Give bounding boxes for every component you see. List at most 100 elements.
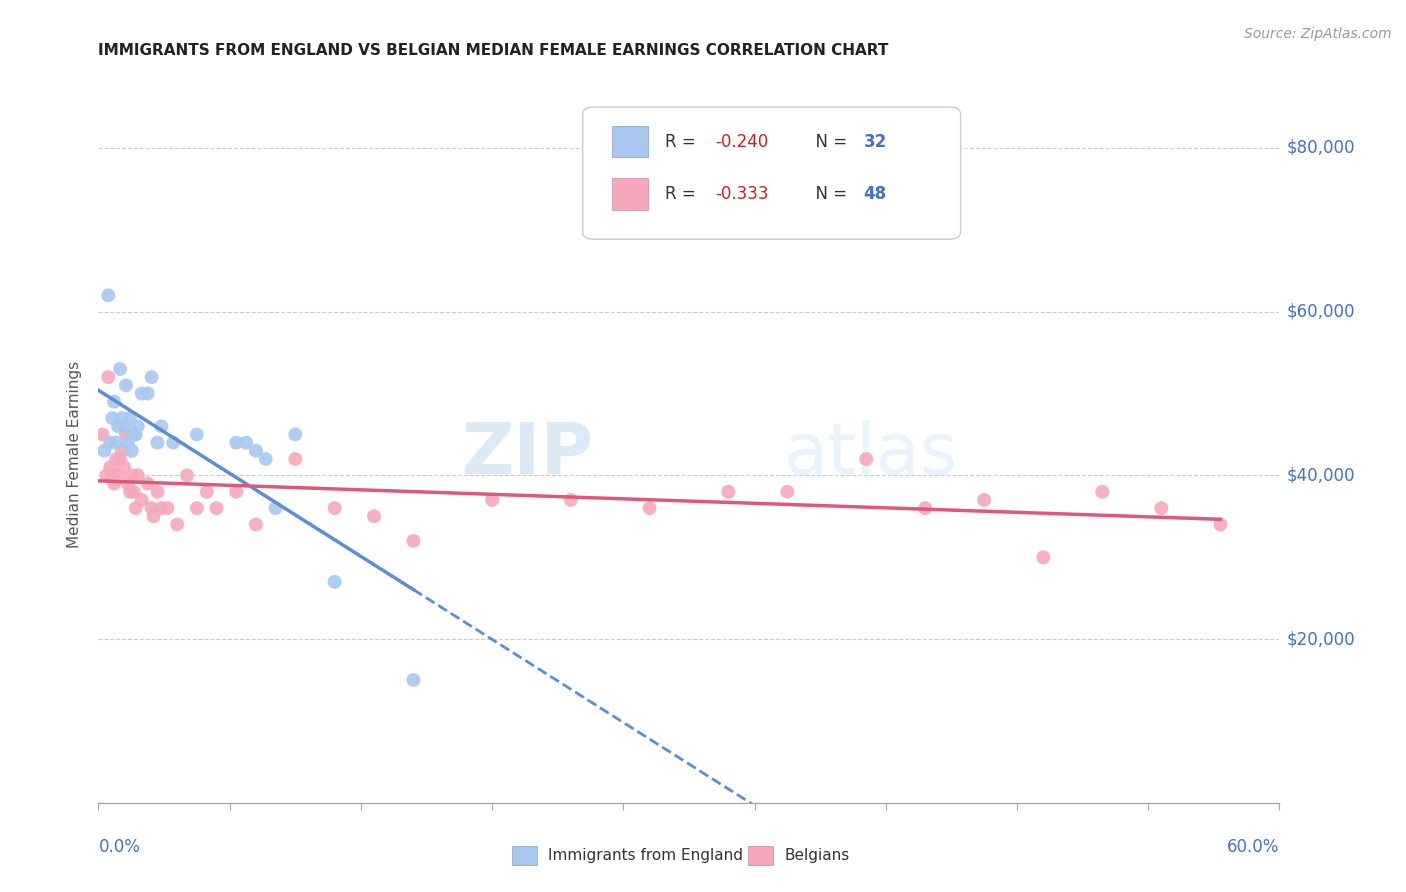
- Point: [254, 452, 277, 467]
- Point: [1209, 517, 1232, 532]
- Point: [776, 484, 799, 499]
- Text: R =: R =: [665, 133, 702, 151]
- Point: [855, 452, 877, 467]
- Point: [96, 468, 118, 483]
- Point: [162, 435, 184, 450]
- Text: IMMIGRANTS FROM ENGLAND VS BELGIAN MEDIAN FEMALE EARNINGS CORRELATION CHART: IMMIGRANTS FROM ENGLAND VS BELGIAN MEDIA…: [98, 43, 889, 58]
- FancyBboxPatch shape: [582, 107, 960, 239]
- Point: [93, 443, 115, 458]
- Point: [115, 427, 138, 442]
- Point: [225, 435, 247, 450]
- Point: [125, 427, 148, 442]
- Point: [284, 452, 307, 467]
- Point: [117, 476, 139, 491]
- Point: [186, 501, 208, 516]
- Point: [146, 484, 169, 499]
- Point: [142, 509, 165, 524]
- Point: [481, 492, 503, 507]
- Text: Belgians: Belgians: [785, 848, 849, 863]
- Text: $80,000: $80,000: [1286, 139, 1355, 157]
- Point: [125, 501, 148, 516]
- Point: [131, 492, 153, 507]
- Point: [118, 411, 141, 425]
- Point: [103, 394, 125, 409]
- Point: [146, 435, 169, 450]
- Point: [121, 443, 143, 458]
- Point: [402, 673, 425, 687]
- FancyBboxPatch shape: [612, 178, 648, 210]
- Point: [107, 419, 129, 434]
- Point: [225, 484, 247, 499]
- Point: [118, 484, 141, 499]
- Point: [108, 452, 131, 467]
- Point: [91, 427, 114, 442]
- Point: [101, 468, 124, 483]
- Text: $20,000: $20,000: [1286, 630, 1355, 648]
- Point: [101, 411, 124, 425]
- Point: [1150, 501, 1173, 516]
- Point: [402, 533, 425, 548]
- Point: [205, 501, 228, 516]
- Point: [141, 370, 163, 384]
- Point: [176, 468, 198, 483]
- Point: [112, 419, 135, 434]
- Point: [127, 468, 149, 483]
- Point: [717, 484, 740, 499]
- Point: [638, 501, 661, 516]
- Point: [156, 501, 179, 516]
- Point: [323, 574, 346, 589]
- Point: [105, 435, 128, 450]
- Text: R =: R =: [665, 185, 702, 203]
- Point: [103, 476, 125, 491]
- Point: [235, 435, 257, 450]
- Point: [245, 517, 267, 532]
- Text: $40,000: $40,000: [1286, 467, 1355, 484]
- Point: [1032, 550, 1054, 565]
- Point: [914, 501, 936, 516]
- Point: [1091, 484, 1114, 499]
- Text: N =: N =: [804, 185, 852, 203]
- Text: Source: ZipAtlas.com: Source: ZipAtlas.com: [1244, 27, 1392, 41]
- Text: -0.240: -0.240: [714, 133, 768, 151]
- Point: [98, 435, 121, 450]
- Point: [108, 362, 131, 376]
- Point: [122, 427, 145, 442]
- Text: N =: N =: [804, 133, 852, 151]
- Point: [131, 386, 153, 401]
- Point: [112, 460, 135, 475]
- Text: 48: 48: [863, 185, 887, 203]
- Text: atlas: atlas: [783, 420, 957, 490]
- Point: [127, 419, 149, 434]
- Point: [323, 501, 346, 516]
- Point: [186, 427, 208, 442]
- Point: [150, 419, 173, 434]
- Point: [121, 468, 143, 483]
- Y-axis label: Median Female Earnings: Median Female Earnings: [67, 361, 83, 549]
- Point: [122, 484, 145, 499]
- Point: [264, 501, 287, 516]
- Point: [141, 501, 163, 516]
- Point: [111, 411, 134, 425]
- Point: [363, 509, 385, 524]
- Point: [98, 460, 121, 475]
- Point: [560, 492, 582, 507]
- Point: [117, 435, 139, 450]
- Point: [150, 501, 173, 516]
- Point: [973, 492, 995, 507]
- Point: [111, 443, 134, 458]
- Text: Immigrants from England: Immigrants from England: [548, 848, 744, 863]
- FancyBboxPatch shape: [612, 126, 648, 158]
- Point: [136, 476, 159, 491]
- Point: [97, 288, 120, 302]
- Text: 60.0%: 60.0%: [1227, 838, 1279, 856]
- Point: [136, 386, 159, 401]
- Point: [105, 452, 128, 467]
- Point: [115, 378, 138, 392]
- Text: $60,000: $60,000: [1286, 302, 1355, 321]
- Point: [284, 427, 307, 442]
- Point: [245, 443, 267, 458]
- Point: [195, 484, 218, 499]
- Text: 32: 32: [863, 133, 887, 151]
- Point: [107, 468, 129, 483]
- Text: -0.333: -0.333: [714, 185, 769, 203]
